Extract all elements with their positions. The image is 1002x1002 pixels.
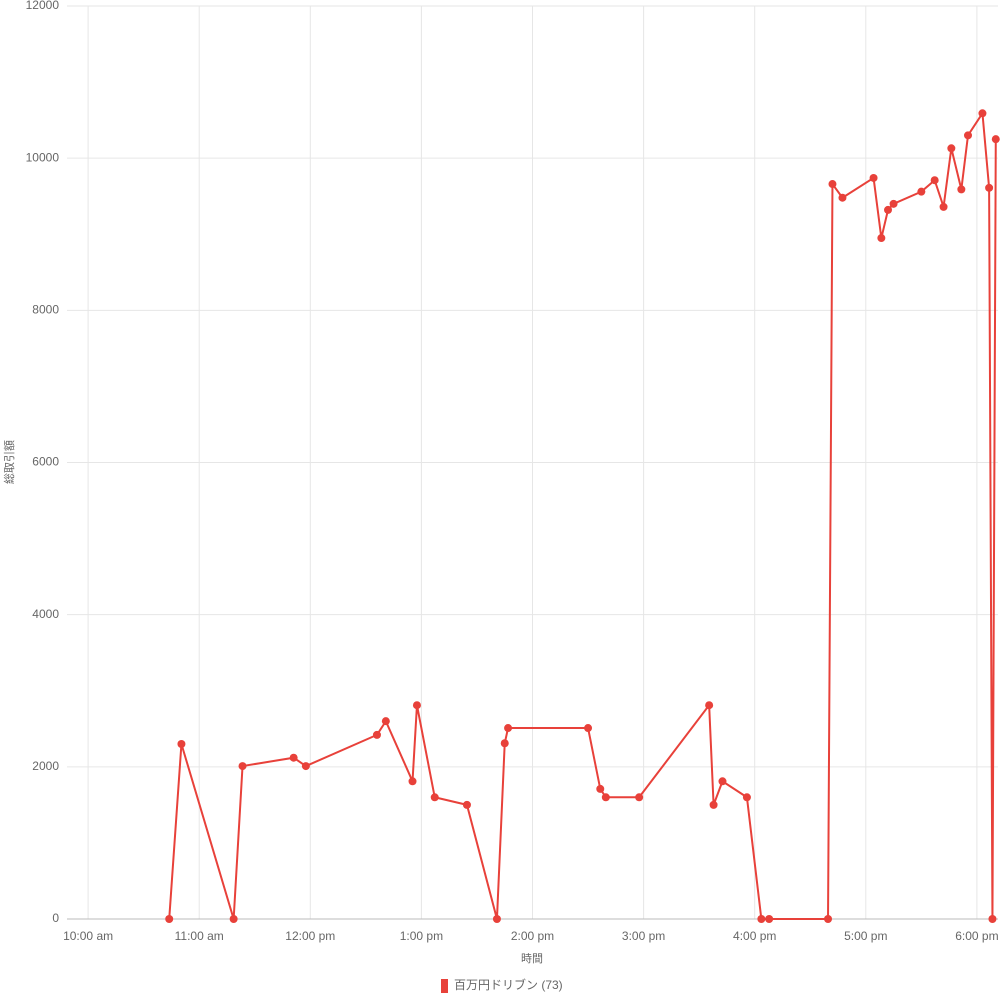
data-point — [957, 185, 966, 194]
data-point — [462, 800, 471, 809]
y-tick-label: 0 — [52, 911, 59, 925]
y-tick-label: 4000 — [32, 607, 59, 621]
data-point — [504, 724, 513, 733]
data-point — [884, 205, 893, 214]
data-point — [412, 701, 421, 710]
y-tick-label: 2000 — [32, 759, 59, 773]
x-tick-label: 3:00 pm — [622, 929, 665, 943]
data-point — [238, 762, 247, 771]
legend-swatch — [441, 979, 448, 993]
data-point — [705, 701, 714, 710]
data-point — [757, 915, 766, 923]
data-point — [988, 915, 997, 923]
y-tick-label: 10000 — [26, 150, 60, 164]
x-tick-label: 2:00 pm — [511, 929, 554, 943]
data-point — [709, 800, 718, 809]
data-point — [877, 234, 886, 243]
data-point — [500, 739, 509, 748]
data-point — [301, 762, 310, 771]
data-point — [408, 777, 417, 786]
x-tick-label: 4:00 pm — [733, 929, 776, 943]
data-point — [742, 793, 751, 802]
x-tick-label: 1:00 pm — [400, 929, 443, 943]
data-point — [917, 187, 926, 196]
x-tick-label: 5:00 pm — [844, 929, 887, 943]
data-point — [985, 183, 994, 192]
series-line — [168, 110, 997, 920]
data-point — [430, 793, 439, 802]
data-point — [381, 717, 390, 726]
data-point — [289, 753, 298, 762]
data-point — [492, 915, 501, 923]
data-point — [828, 180, 837, 189]
data-point — [165, 915, 174, 923]
y-tick-label: 8000 — [32, 303, 59, 317]
data-point — [177, 740, 186, 749]
data-point — [372, 730, 381, 739]
data-point — [229, 915, 238, 923]
y-axis-label: 総取引額 — [2, 440, 16, 484]
data-point — [889, 199, 898, 208]
data-point — [869, 173, 878, 182]
data-point — [838, 193, 847, 202]
x-tick-label: 10:00 am — [63, 929, 113, 943]
data-point — [601, 793, 610, 802]
data-point — [596, 784, 605, 793]
data-point — [991, 135, 1000, 144]
y-tick-label: 6000 — [32, 455, 59, 469]
data-point — [930, 176, 939, 185]
data-point — [824, 915, 833, 923]
x-tick-label: 12:00 pm — [285, 929, 335, 943]
legend-label: 百万円ドリブン (73) — [454, 977, 563, 992]
data-point — [978, 109, 987, 118]
data-point — [584, 724, 593, 733]
y-tick-label: 12000 — [26, 0, 60, 12]
data-point — [939, 202, 948, 211]
data-point — [718, 777, 727, 786]
x-tick-label: 11:00 am — [175, 929, 224, 943]
x-axis-label: 時間 — [521, 952, 543, 965]
data-point — [765, 915, 774, 923]
data-point — [947, 144, 956, 153]
x-tick-label: 6:00 pm — [955, 929, 998, 943]
data-point — [635, 793, 644, 802]
data-point — [964, 131, 973, 140]
